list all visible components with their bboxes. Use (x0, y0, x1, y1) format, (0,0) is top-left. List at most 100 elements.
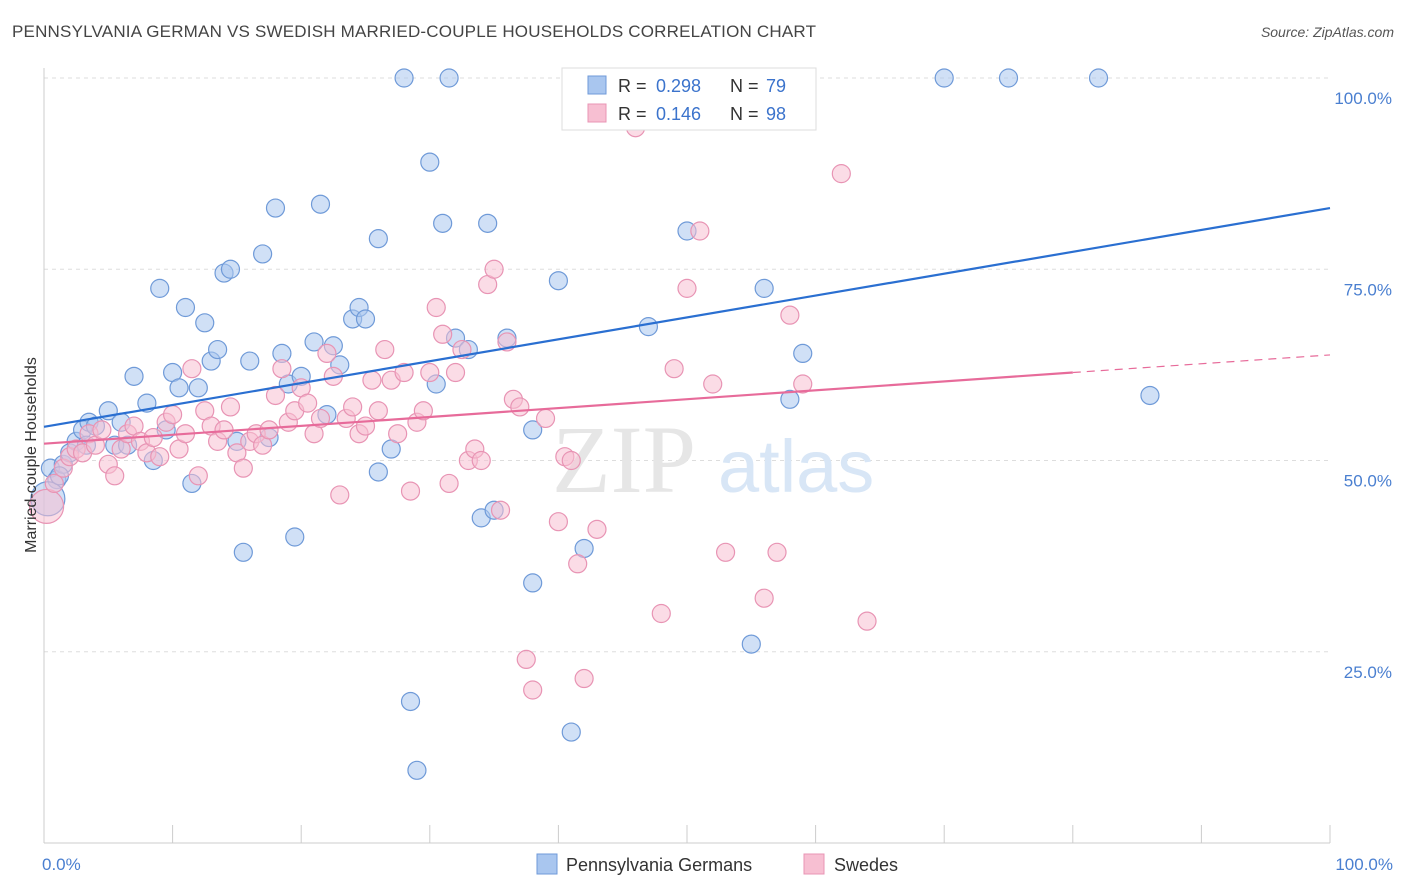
pennsylvania-german-point (561, 722, 581, 742)
pennsylvania-german-point (240, 351, 260, 371)
legend-n-value-1: 79 (766, 76, 786, 96)
pennsylvania-german-point (420, 152, 440, 172)
pennsylvania-german-point (478, 213, 498, 233)
legend-r-value-2: 0.146 (656, 104, 701, 124)
trend-line-pennsylvania-germans (43, 206, 1331, 428)
pennsylvania-german-point (368, 229, 388, 249)
y-tick-label: 25.0% (1344, 663, 1392, 682)
y-tick-label: 100.0% (1334, 89, 1392, 108)
swede-point (426, 297, 446, 318)
watermark-atlas: atlas (718, 425, 874, 508)
bottom-legend-label-2: Swedes (834, 855, 898, 875)
swede-point (510, 397, 530, 417)
swede-point (330, 485, 350, 505)
swede-point (272, 359, 292, 379)
source-label: Source: ZipAtlas.com (1260, 24, 1394, 40)
swede-point (298, 393, 318, 413)
pennsylvania-german-point (793, 343, 813, 363)
swede-point (105, 466, 125, 486)
swede-point (259, 420, 279, 440)
swede-point (394, 362, 414, 383)
swede-point (163, 405, 183, 425)
swede-point (767, 542, 787, 562)
swede-point (490, 500, 511, 520)
pennsylvania-german-point (208, 339, 228, 360)
swede-point (439, 473, 459, 494)
swede-point (150, 447, 170, 467)
swede-point (388, 424, 408, 444)
bottom-legend-label-1: Pennsylvania Germans (566, 855, 752, 875)
pennsylvania-german-point (998, 68, 1019, 88)
legend-n-value-2: 98 (766, 104, 786, 124)
legend-r-label-2: R = (618, 104, 647, 124)
swede-point (548, 512, 569, 532)
trend-line-swedes-extension (1072, 354, 1331, 374)
pennsylvania-german-point (523, 573, 543, 593)
pennsylvania-german-point (407, 760, 427, 780)
swede-point (831, 164, 851, 184)
swede-point (780, 305, 800, 325)
swede-point (857, 611, 877, 631)
pennsylvania-german-point (220, 259, 241, 279)
swede-point (754, 588, 774, 608)
swede-point (220, 397, 241, 417)
swede-point (310, 408, 331, 429)
x-tick-labels: 0.0% 100.0% (42, 855, 1393, 874)
pennsylvania-german-point (741, 634, 761, 654)
chart-title: PENNSYLVANIA GERMAN VS SWEDISH MARRIED-C… (12, 22, 817, 41)
pennsylvania-german-point (265, 198, 286, 218)
pennsylvania-german-point (169, 378, 189, 398)
swede-point (523, 680, 543, 700)
pennsylvania-german-point (780, 389, 800, 409)
legend-n-label-2: N = (730, 104, 759, 124)
y-tick-labels: 25.0% 50.0% 75.0% 100.0% (1334, 89, 1392, 682)
axes (43, 68, 1331, 844)
series-swedes (28, 68, 877, 700)
swede-point (375, 339, 395, 360)
pennsylvania-german-point (523, 420, 543, 440)
swede-point (44, 473, 64, 494)
swede-point (651, 603, 671, 624)
y-tick-label: 50.0% (1344, 472, 1392, 491)
pennsylvania-german-point (1088, 68, 1109, 88)
pennsylvania-german-point (355, 309, 376, 329)
pennsylvania-german-point (150, 278, 170, 298)
legend-r-label-1: R = (618, 76, 647, 96)
pennsylvania-german-point (175, 297, 196, 318)
y-axis-label: Married-couple Households (23, 357, 40, 553)
swede-point (317, 343, 337, 363)
swede-point (355, 416, 376, 436)
swede-point (233, 458, 253, 478)
pennsylvania-german-point (433, 213, 453, 233)
bottom-swatch-blue (536, 853, 558, 875)
trend-line-swedes (43, 371, 1073, 445)
swede-point (471, 450, 491, 471)
swede-point (690, 221, 710, 241)
swede-point (92, 420, 112, 440)
y-tick-label: 75.0% (1344, 280, 1392, 299)
legend-bottom: Pennsylvania Germans Swedes (536, 853, 898, 875)
bottom-swatch-pink (803, 853, 825, 875)
grid-lines (44, 77, 1330, 653)
legend-top: R = 0.298 N = 79 R = 0.146 N = 98 (561, 67, 817, 131)
swede-point (715, 542, 736, 562)
swede-point (574, 668, 594, 689)
pennsylvania-german-point (310, 194, 331, 214)
pennsylvania-german-point (439, 68, 459, 88)
swede-point (664, 359, 684, 379)
swede-point (28, 488, 65, 524)
x-tick-label-min: 0.0% (42, 855, 81, 874)
pennsylvania-german-point (754, 278, 774, 298)
swede-point (568, 554, 588, 574)
legend-r-value-1: 0.298 (656, 76, 701, 96)
swede-point (677, 278, 697, 298)
swede-point (703, 374, 723, 394)
swede-point (535, 408, 556, 429)
swede-point (420, 362, 440, 383)
pennsylvania-german-point (400, 691, 421, 712)
swede-point (188, 466, 208, 486)
pennsylvania-german-point (368, 462, 388, 482)
pennsylvania-german-point (285, 527, 305, 547)
legend-swatch-pink (587, 103, 607, 123)
